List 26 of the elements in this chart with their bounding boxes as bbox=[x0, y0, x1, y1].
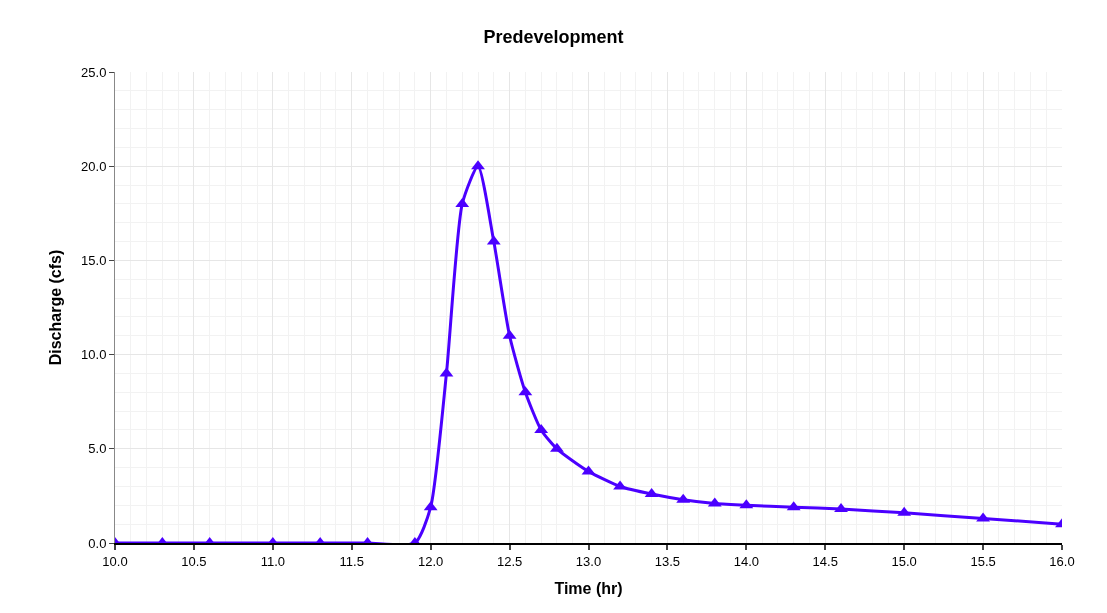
x-tick-label: 14.5 bbox=[812, 553, 838, 569]
x-tick-label: 16.0 bbox=[1049, 553, 1075, 569]
y-tick-label: 25.0 bbox=[81, 64, 107, 80]
x-tick-label: 11.0 bbox=[260, 553, 285, 569]
y-tick-label: 0.0 bbox=[88, 535, 107, 551]
y-tick-label: 20.0 bbox=[81, 158, 107, 174]
y-tick-label: 5.0 bbox=[88, 441, 107, 457]
x-tick-label: 11.5 bbox=[339, 553, 364, 569]
x-tick-label: 13.0 bbox=[575, 553, 602, 569]
chart-title: Predevelopment bbox=[483, 27, 624, 48]
y-axis-title: Discharge (cfs) bbox=[46, 249, 64, 366]
x-tick-label: 14.0 bbox=[733, 553, 759, 569]
x-tick-label: 15.5 bbox=[970, 553, 996, 569]
y-tick-label: 15.0 bbox=[81, 252, 107, 268]
point bbox=[834, 503, 848, 513]
x-tick-label: 10.5 bbox=[181, 553, 207, 569]
x-tick-label: 12.5 bbox=[496, 553, 523, 569]
point bbox=[613, 480, 627, 490]
point bbox=[471, 160, 485, 170]
x-tick-label: 13.5 bbox=[654, 553, 681, 569]
x-tick-label: 12.0 bbox=[418, 553, 444, 569]
point bbox=[550, 442, 564, 452]
x-tick-label: 15.0 bbox=[891, 553, 917, 569]
y-tick-label: 10.0 bbox=[81, 347, 107, 363]
x-tick-label: 10.0 bbox=[102, 553, 128, 569]
x-axis-title: Time (hr) bbox=[554, 579, 623, 597]
